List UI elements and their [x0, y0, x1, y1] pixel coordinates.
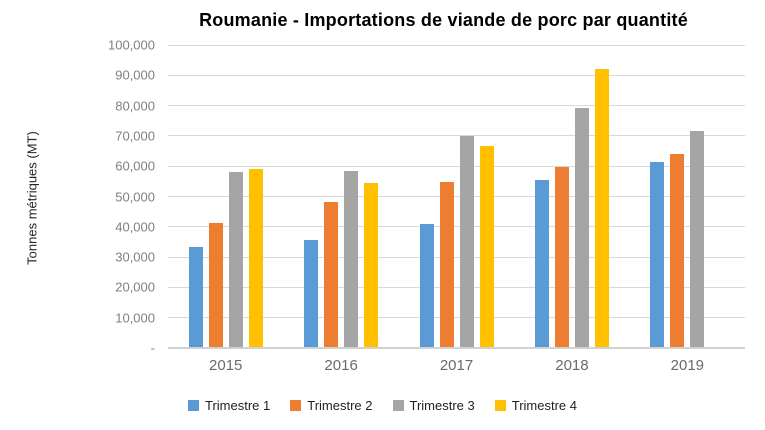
x-axis-line: [168, 347, 745, 349]
bar-trimestre-3-2017: [459, 135, 474, 348]
legend-label: Trimestre 4: [511, 398, 577, 413]
gridline: [168, 105, 745, 107]
legend-item-trimestre-4: Trimestre 4: [494, 398, 577, 413]
bar-trimestre-2-2016: [324, 201, 339, 348]
x-axis-label-2016: 2016: [324, 357, 358, 374]
legend-label: Trimestre 2: [307, 398, 373, 413]
y-tick-label: 20,000: [115, 279, 155, 295]
bar-trimestre-1-2016: [304, 239, 319, 348]
bar-group-2017: [399, 45, 514, 348]
legend-swatch: [392, 400, 404, 411]
legend-item-trimestre-2: Trimestre 2: [290, 398, 373, 413]
bar-trimestre-4-2016: [364, 183, 379, 348]
bar-group-2018: [514, 45, 629, 348]
bar-trimestre-2-2015: [208, 222, 223, 348]
gridline: [168, 74, 745, 76]
y-tick-label: 60,000: [115, 158, 155, 174]
y-tick-label: 10,000: [115, 310, 155, 326]
bar-trimestre-3-2019: [690, 131, 705, 348]
gridline: [168, 135, 745, 137]
chart-title: Roumanie - Importations de viande de por…: [199, 10, 688, 30]
bar-trimestre-4-2018: [594, 68, 609, 348]
bar-trimestre-1-2018: [534, 180, 549, 348]
y-axis-ticks: 100,000 90,000 80,000 70,000 60,000 50,000 40,…: [0, 38, 155, 356]
bar-group-2019: [630, 45, 745, 348]
bar-group-2016: [283, 45, 398, 348]
bar-groups: [168, 45, 745, 348]
legend-swatch: [188, 400, 199, 411]
gridline: [168, 286, 745, 288]
bar-trimestre-3-2015: [228, 172, 243, 348]
gridline: [168, 196, 745, 197]
legend-swatch: [494, 400, 506, 411]
gridline: [168, 44, 745, 46]
y-tick-label: 30,000: [115, 249, 155, 265]
gridline: [168, 165, 745, 167]
bar-trimestre-3-2016: [344, 170, 359, 348]
gridline: [168, 317, 745, 319]
legend-item-trimestre-3: Trimestre 3: [392, 398, 475, 413]
plot-area: [168, 44, 745, 349]
legend-item-trimestre-1: Trimestre 1: [188, 398, 270, 413]
y-tick-label: -: [150, 340, 155, 356]
bar-trimestre-2-2019: [670, 154, 685, 348]
bar-trimestre-3-2018: [574, 108, 589, 348]
legend-swatch: [290, 400, 302, 411]
gridline: [168, 226, 745, 228]
bar-trimestre-2-2017: [439, 181, 454, 348]
bar-trimestre-1-2015: [188, 246, 203, 348]
legend-label: Trimestre 3: [409, 398, 475, 413]
y-tick-label: 70,000: [115, 128, 155, 144]
gridline: [168, 256, 745, 258]
y-tick-label: 100,000: [108, 37, 155, 53]
bar-trimestre-4-2015: [248, 169, 263, 348]
legend: Trimestre 1 Trimestre 2 Trimestre 3 Trimest…: [0, 398, 765, 413]
bar-trimestre-2-2018: [554, 166, 569, 348]
y-tick-label: 90,000: [115, 67, 155, 83]
bar-group-2015: [168, 45, 283, 348]
bar-trimestre-1-2017: [419, 223, 434, 348]
y-tick-label: 40,000: [115, 219, 155, 235]
bar-trimestre-1-2019: [650, 161, 665, 348]
x-axis-label-2018: 2018: [555, 357, 589, 374]
x-axis-label-2019: 2019: [670, 357, 705, 374]
y-tick-label: 80,000: [115, 98, 155, 114]
bar-trimestre-4-2017: [479, 145, 494, 348]
y-tick-label: 50,000: [115, 189, 155, 204]
x-axis-label-2017: 2017: [439, 357, 474, 374]
x-axis-labels: 2015 2016 2017 2018 2019: [168, 357, 745, 374]
legend-label: Trimestre 1: [205, 398, 271, 413]
x-axis-label-2015: 2015: [209, 357, 243, 374]
